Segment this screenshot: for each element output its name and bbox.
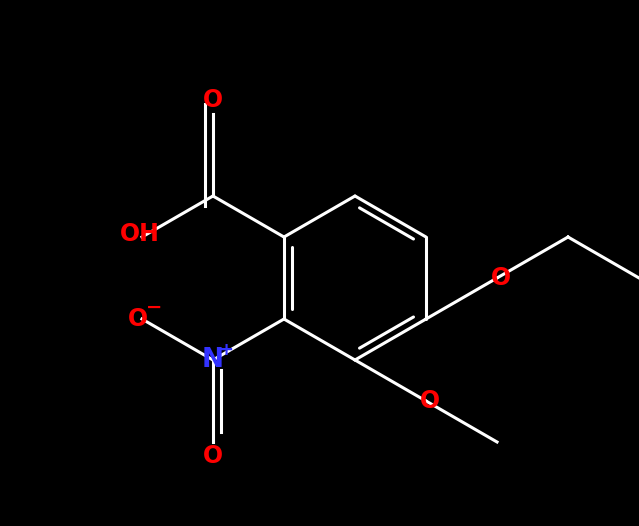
Text: −: − xyxy=(146,298,162,317)
Text: O: O xyxy=(203,444,223,468)
Text: N: N xyxy=(202,347,224,373)
Text: O: O xyxy=(128,307,148,331)
Text: O: O xyxy=(420,389,440,413)
Text: OH: OH xyxy=(120,222,160,246)
Text: +: + xyxy=(219,341,233,359)
Text: O: O xyxy=(203,88,223,112)
Text: O: O xyxy=(491,266,511,290)
